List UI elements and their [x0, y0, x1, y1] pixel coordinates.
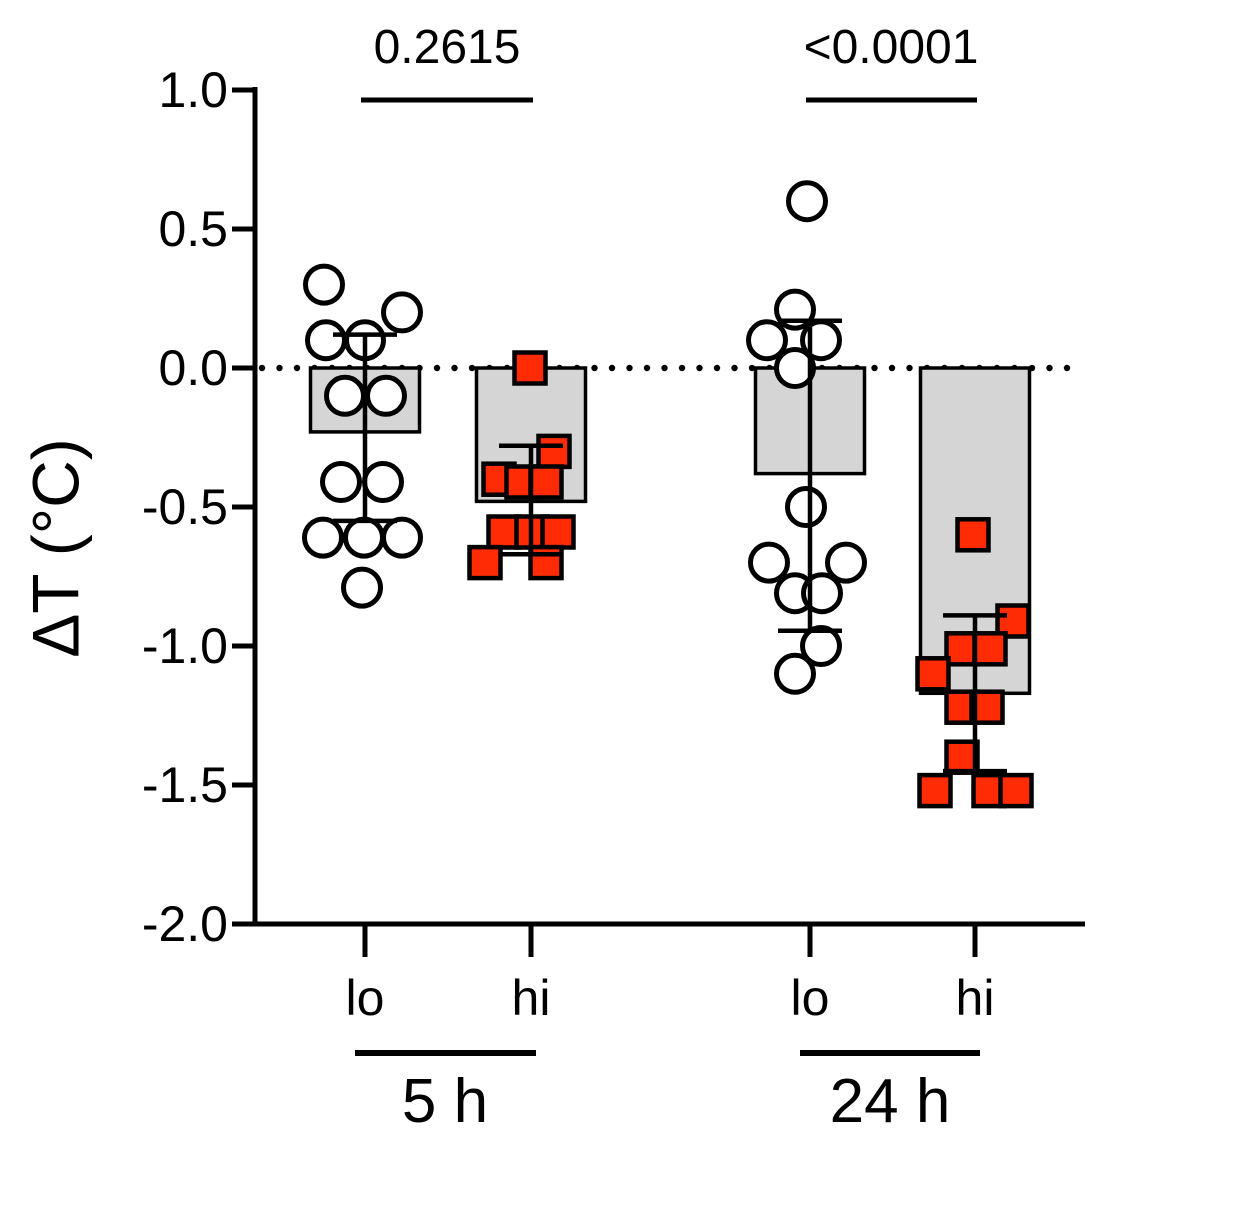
zero-line-dot — [888, 364, 896, 372]
zero-line-dot — [906, 364, 913, 372]
zero-line-dot — [643, 364, 651, 372]
time-group-label-5h: 5 h — [402, 1067, 488, 1136]
zero-line-dot — [871, 364, 878, 372]
data-point-square — [915, 656, 951, 692]
data-point-square — [528, 464, 564, 500]
y-axis-title: ΔT (°C) — [18, 438, 92, 658]
zero-line-dot — [696, 364, 703, 372]
data-point-circle — [825, 541, 867, 584]
y-tick-label: -2.0 — [142, 896, 228, 952]
data-point-square — [998, 772, 1034, 809]
zero-line-dot — [713, 364, 721, 372]
time-group-label-24h: 24 h — [830, 1067, 951, 1136]
y-tick-label: 0.0 — [158, 340, 228, 396]
chart-text-layer: ΔT (°C) 0.2615 <0.0001 lo hi lo hi 5 h 2… — [18, 21, 994, 1136]
data-point-circle — [748, 541, 790, 584]
points-24h-lo — [746, 180, 867, 695]
error-bar-24h-lo — [778, 318, 842, 633]
data-point-circle — [381, 291, 423, 334]
zero-line-dot — [731, 364, 738, 372]
zero-line-dot — [608, 364, 616, 372]
data-point-circle — [800, 625, 842, 667]
data-point-square — [512, 350, 548, 386]
data-point-circle — [774, 652, 816, 695]
data-point-circle — [305, 319, 347, 362]
data-point-circle — [324, 374, 366, 417]
x-tick-label-24h-hi: hi — [956, 970, 995, 1026]
data-point-square — [955, 517, 991, 553]
data-point-circle — [801, 572, 843, 615]
data-point-square — [972, 631, 1008, 667]
zero-line-dot — [591, 364, 598, 372]
zero-line-dot — [468, 364, 476, 372]
data-point-circle — [746, 319, 788, 362]
y-tick-label: -0.5 — [142, 479, 228, 535]
error-bar-5h-hi — [499, 443, 563, 557]
chart-generated-layer: 1.0 0.5 0.0 -0.5 -1.0 -1.5 -2.0 — [142, 62, 1085, 1056]
zero-line-dot — [1063, 364, 1071, 372]
y-tick-label: -1.5 — [142, 757, 228, 813]
data-point-circle — [785, 486, 827, 528]
zero-line-dot — [276, 364, 283, 372]
data-point-square — [536, 433, 572, 470]
data-point-circle — [341, 566, 383, 609]
data-point-square — [528, 544, 564, 581]
points-5h-lo — [302, 263, 423, 609]
p-value-label-5h: 0.2615 — [374, 21, 521, 74]
error-bar-24h-hi — [943, 613, 1007, 774]
data-point-square — [467, 544, 503, 581]
y-tick-label: 1.0 — [158, 62, 228, 118]
data-point-circle — [320, 461, 362, 503]
x-tick-label-5h-lo: lo — [346, 970, 385, 1026]
zero-line-dot — [626, 364, 633, 372]
y-tick-label: -1.0 — [142, 618, 228, 674]
zero-line-dot — [258, 364, 266, 372]
data-point-circle — [303, 263, 345, 306]
zero-line-dot — [748, 364, 756, 372]
data-point-circle — [343, 516, 385, 559]
x-tick-label-24h-lo: lo — [791, 970, 830, 1026]
error-bar-5h-lo — [333, 332, 397, 524]
data-point-circle — [774, 347, 816, 389]
zero-line-dot — [1046, 364, 1053, 372]
zero-line-dot — [661, 364, 668, 372]
data-point-square — [540, 514, 576, 550]
data-point-circle — [365, 374, 407, 417]
x-tick-label-5h-hi: hi — [512, 970, 551, 1026]
zero-line-dot — [678, 364, 686, 372]
data-point-circle — [362, 461, 404, 503]
data-point-circle — [381, 516, 423, 559]
zero-line-dot — [433, 364, 441, 372]
data-point-circle — [302, 516, 344, 559]
zero-line-dot — [451, 364, 458, 372]
data-point-square — [917, 772, 953, 809]
data-point-circle — [786, 180, 828, 223]
y-tick-label: 0.5 — [158, 201, 228, 257]
zero-line-dot — [293, 364, 301, 372]
p-value-label-24h: <0.0001 — [804, 21, 979, 74]
data-point-square — [944, 739, 980, 775]
